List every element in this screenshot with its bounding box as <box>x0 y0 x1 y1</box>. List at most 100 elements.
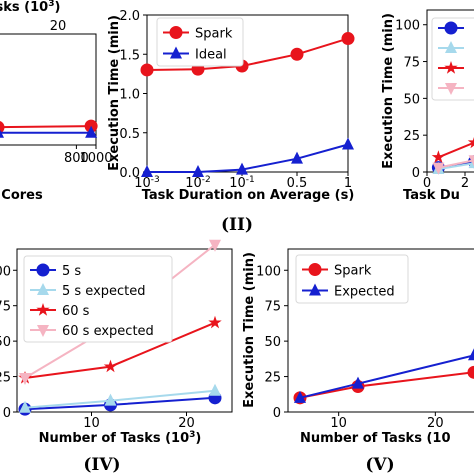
top-axis-label: Tasks (103) <box>0 0 60 15</box>
plot-area <box>16 248 233 413</box>
x-tick-label-0: 10 <box>83 416 100 431</box>
y-tick-label-0: 0 <box>273 406 281 421</box>
plot-area <box>287 248 474 413</box>
series-line-p1-0 <box>0 125 92 129</box>
y-tick-label-3: 75 <box>264 300 281 315</box>
top-tick-label: 20 <box>50 19 67 34</box>
y-tick-label-4: 2.0 <box>119 9 140 24</box>
legend-marker-0 <box>308 263 322 276</box>
data-point-p5-0-2 <box>467 365 474 379</box>
data-point-p5-1-1 <box>352 376 364 389</box>
x-tick-label-1: 1000 <box>79 151 112 166</box>
series-line-p3-3 <box>438 159 474 169</box>
data-point-p3-2-0 <box>431 150 446 163</box>
legend-marker-1 <box>170 46 182 59</box>
y-tick-label-3: 1.5 <box>119 48 140 63</box>
data-point-p2-1-2 <box>236 162 248 175</box>
x-tick-label-2: 10-1 <box>229 175 255 191</box>
legend-box <box>23 255 173 343</box>
data-point-p3-3-1 <box>468 155 474 167</box>
data-point-p1-0-0 <box>0 121 5 134</box>
x-axis-label: Task Duration on Average (s) <box>142 188 355 203</box>
legend-label-3: 60 s expected <box>62 324 154 339</box>
legend-marker-0 <box>36 263 50 277</box>
plot-area <box>0 33 97 146</box>
data-point-p5-1-2 <box>468 348 474 361</box>
x-axis-label: Number of Tasks (103) <box>39 430 202 446</box>
legend-marker-1 <box>37 283 49 295</box>
x-tick-label-0: 10 <box>330 416 347 431</box>
y-tick-label-2: 50 <box>264 335 281 350</box>
series-line-p2-1 <box>147 143 349 173</box>
data-point-p4-1-0 <box>19 400 31 413</box>
y-tick-label-1: 25 <box>264 371 281 386</box>
y-tick-label-1: 25 <box>403 129 420 144</box>
legend-box <box>431 17 474 101</box>
panel-label: (II) <box>221 215 253 235</box>
data-point-p1-1-1 <box>85 125 98 138</box>
legend-marker-3 <box>445 83 457 95</box>
data-point-p2-1-3 <box>291 151 303 164</box>
legend-marker-1 <box>309 283 321 296</box>
legend-marker-2 <box>444 61 458 74</box>
legend-label-1: Ideal <box>195 48 227 63</box>
series-line-p3-1 <box>438 162 474 171</box>
data-point-p4-3-0 <box>19 372 31 385</box>
data-point-p4-1-2 <box>209 383 221 396</box>
y-axis-label: Execution Time (min) <box>242 252 257 408</box>
legend-marker-0 <box>444 21 458 35</box>
y-tick-label-1: 0.5 <box>119 127 140 142</box>
series-line-p3-2 <box>438 141 474 159</box>
legend-label-1: Expected <box>334 285 395 300</box>
x-axis-label: Task Du <box>403 188 460 203</box>
y-tick-label-0: 0.0 <box>119 166 140 181</box>
data-point-p2-1-0 <box>141 165 153 177</box>
data-point-p4-2-2 <box>208 315 222 329</box>
legend-marker-0 <box>169 26 183 39</box>
y-tick-label-4: 100 <box>256 264 281 279</box>
x-tick-label-1: 20 <box>427 416 444 431</box>
data-point-p3-2-1 <box>467 137 474 149</box>
legend-label-0: Spark <box>195 27 233 42</box>
y-tick-label-4: 100 <box>395 19 420 34</box>
x-tick-label-0: 0 <box>423 176 431 191</box>
data-point-p4-2-1 <box>103 359 118 373</box>
y-tick-label-2: 50 <box>0 335 11 350</box>
x-tick-label-3: 0.5 <box>287 176 308 191</box>
legend-label-0: 5 s <box>62 264 81 279</box>
data-point-p1-1-0 <box>0 129 4 138</box>
plot-area <box>426 9 474 173</box>
x-axis-label: Cores <box>1 188 43 203</box>
legend-marker-3 <box>37 325 49 337</box>
panel-label: (V) <box>365 455 394 474</box>
data-point-p2-0-3 <box>290 47 304 61</box>
legend-label-2: 60 s <box>62 304 90 319</box>
data-point-p2-0-0 <box>140 63 154 77</box>
data-point-p2-1-4 <box>342 137 354 150</box>
series-line-p5-1 <box>299 354 474 399</box>
x-tick-label-1: 10-2 <box>185 175 211 191</box>
y-tick-label-3: 75 <box>403 56 420 71</box>
y-tick-label-3: 75 <box>0 300 11 315</box>
data-point-p4-1-1 <box>104 393 117 406</box>
x-tick-label-0: 10-3 <box>134 175 160 191</box>
x-axis-label: Number of Tasks (10 <box>300 431 451 446</box>
legend-label-0: Spark <box>334 264 372 279</box>
y-axis-label: Execution Time (min) <box>381 13 396 169</box>
y-tick-label-4: 100 <box>0 264 11 279</box>
data-point-p4-3-2 <box>209 239 221 252</box>
y-tick-label-2: 1.0 <box>119 88 140 103</box>
panel-label: (IV) <box>83 455 120 474</box>
legend-label-1: 5 s expected <box>62 284 146 299</box>
data-point-p3-3-0 <box>432 162 445 175</box>
x-tick-label-0: 800 <box>64 151 89 166</box>
y-tick-label-0: 0 <box>3 406 11 421</box>
x-tick-label-1: 20 <box>178 416 195 431</box>
y-tick-label-1: 25 <box>0 371 11 386</box>
